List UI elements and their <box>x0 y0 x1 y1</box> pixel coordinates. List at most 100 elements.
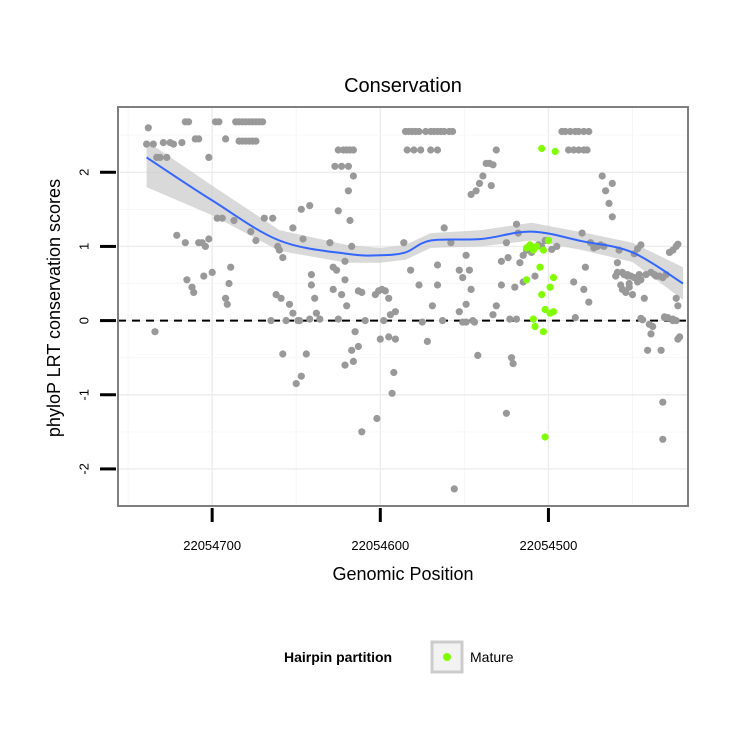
data-point <box>316 315 324 323</box>
mature-point <box>539 246 548 254</box>
data-point <box>489 311 497 319</box>
data-point <box>183 276 191 284</box>
data-point <box>455 308 463 316</box>
data-point <box>338 291 346 299</box>
data-point <box>285 300 294 308</box>
data-point <box>492 146 500 154</box>
data-point <box>583 146 591 154</box>
data-point <box>415 281 423 289</box>
mature-point <box>539 328 548 336</box>
data-point <box>267 317 275 325</box>
data-point <box>282 317 290 325</box>
data-point <box>427 146 435 154</box>
data-point <box>475 179 484 187</box>
data-point <box>349 172 357 180</box>
y-tick-label: -1 <box>76 389 91 401</box>
data-point <box>605 199 613 207</box>
data-point <box>400 239 408 247</box>
x-tick-label: 22054500 <box>520 538 578 553</box>
data-point <box>358 288 366 296</box>
data-point <box>279 350 287 358</box>
data-point <box>617 281 625 289</box>
panel-background <box>118 107 688 506</box>
data-point <box>647 330 655 338</box>
data-point <box>585 127 593 136</box>
legend-title: Hairpin partition <box>284 649 392 665</box>
data-point <box>348 346 356 354</box>
data-point <box>531 272 539 280</box>
data-point <box>423 337 431 345</box>
data-point <box>349 357 357 365</box>
data-point <box>346 216 354 225</box>
data-point <box>566 127 574 136</box>
data-point <box>331 162 339 170</box>
data-point <box>674 240 682 248</box>
data-point <box>222 135 230 143</box>
chart-title: Conservation <box>344 75 462 97</box>
data-point <box>639 316 647 324</box>
data-point <box>659 435 667 443</box>
x-tick-label: 22054600 <box>351 538 409 553</box>
data-point <box>348 242 356 250</box>
data-point <box>252 236 260 245</box>
data-point <box>580 127 588 136</box>
data-point <box>358 428 366 436</box>
data-point <box>575 127 583 136</box>
data-point <box>329 285 337 293</box>
data-point <box>178 139 186 147</box>
data-point <box>403 146 411 154</box>
data-point <box>185 118 193 126</box>
data-point <box>302 350 310 358</box>
data-point <box>418 318 426 326</box>
data-point <box>472 187 480 195</box>
data-point <box>344 162 352 170</box>
data-point <box>516 259 524 267</box>
data-point <box>343 302 351 310</box>
data-point <box>326 239 334 247</box>
data-point <box>507 354 516 362</box>
data-point <box>470 318 479 326</box>
data-point <box>195 135 203 143</box>
smooth-trend-line <box>146 156 684 285</box>
data-point <box>277 294 285 302</box>
data-point <box>181 239 189 247</box>
data-point <box>519 251 527 259</box>
data-point <box>247 228 255 236</box>
data-point <box>669 315 677 323</box>
data-point <box>299 235 307 243</box>
data-point <box>571 314 579 322</box>
data-point <box>354 342 362 351</box>
data-point <box>467 285 475 293</box>
data-point <box>561 127 569 136</box>
x-axis-title: Genomic Position <box>332 564 473 584</box>
data-point <box>351 328 359 336</box>
mature-point <box>544 236 553 245</box>
data-point <box>565 146 573 154</box>
mature-point <box>536 263 544 271</box>
data-point <box>672 294 680 302</box>
mature-point <box>541 433 549 441</box>
data-point <box>307 281 315 289</box>
data-point <box>628 291 637 299</box>
data-point <box>467 190 475 199</box>
data-point <box>169 140 178 148</box>
mature-point <box>551 147 559 156</box>
data-point <box>657 346 665 354</box>
data-point <box>497 257 505 265</box>
data-point <box>462 251 470 259</box>
data-point <box>438 317 447 325</box>
data-point <box>144 124 152 132</box>
data-point <box>292 380 300 388</box>
data-point <box>581 263 590 271</box>
data-point <box>580 285 588 293</box>
data-point <box>385 333 393 341</box>
data-point <box>459 274 467 282</box>
data-point <box>674 335 682 343</box>
data-point <box>376 335 384 343</box>
mature-point <box>523 276 531 284</box>
data-point <box>407 266 415 274</box>
data-point <box>334 315 342 323</box>
data-point <box>553 242 561 250</box>
